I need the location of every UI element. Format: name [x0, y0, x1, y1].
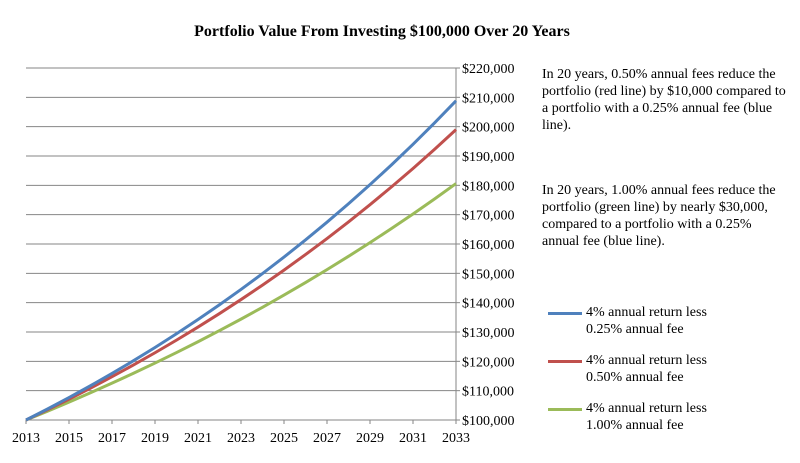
y-tick-label: $130,000: [462, 326, 515, 341]
legend-item-red: 4% annual return less 0.50% annual fee: [548, 352, 788, 400]
legend-item-blue: 4% annual return less 0.25% annual fee: [548, 304, 788, 352]
legend-label-line2: 1.00% annual fee: [586, 418, 684, 433]
legend-label-line1: 4% annual return less: [586, 353, 707, 368]
legend-item-green: 4% annual return less 1.00% annual fee: [548, 400, 788, 448]
annotation-red-vs-blue: In 20 years, 0.50% annual fees reduce th…: [542, 67, 786, 133]
y-tick-label: $200,000: [462, 121, 515, 136]
y-tick-label: $140,000: [462, 297, 515, 312]
legend: 4% annual return less 0.25% annual fee 4…: [548, 304, 788, 448]
legend-label: 4% annual return less 1.00% annual fee: [586, 400, 786, 434]
y-tick-label: $110,000: [462, 385, 514, 400]
x-tick-label: 2027: [313, 431, 341, 446]
legend-swatch-blue: [548, 312, 582, 315]
legend-label-line1: 4% annual return less: [586, 305, 707, 320]
y-tick-label: $120,000: [462, 355, 515, 370]
x-tick-label: 2023: [227, 431, 255, 446]
x-tick-label: 2017: [98, 431, 126, 446]
y-tick-label: $170,000: [462, 209, 515, 224]
x-tick-label: 2021: [184, 431, 212, 446]
y-tick-label: $180,000: [462, 179, 515, 194]
chart-title: Portfolio Value From Investing $100,000 …: [194, 23, 570, 40]
series-line-blue: [25, 99, 458, 422]
y-tick-label: $160,000: [462, 238, 515, 253]
x-axis-ticks: 2013 2015 2017 2019 2021 2023 2025 2027 2029 2031…: [12, 420, 470, 446]
y-tick-label: $190,000: [462, 150, 515, 165]
y-tick-label: $150,000: [462, 267, 515, 282]
legend-swatch-green: [548, 408, 582, 411]
annotation-green-vs-blue: In 20 years, 1.00% annual fees reduce th…: [542, 183, 776, 249]
legend-label: 4% annual return less 0.25% annual fee: [586, 304, 786, 338]
x-tick-label: 2025: [270, 431, 298, 446]
legend-label: 4% annual return less 0.50% annual fee: [586, 352, 786, 386]
x-tick-label: 2033: [442, 431, 470, 446]
x-tick-label: 2019: [141, 431, 169, 446]
x-tick-label: 2015: [55, 431, 83, 446]
legend-label-line2: 0.50% annual fee: [586, 370, 684, 385]
x-tick-label: 2031: [399, 431, 427, 446]
x-tick-label: 2029: [356, 431, 384, 446]
y-tick-label: $100,000: [462, 414, 515, 429]
y-axis-ticks: $100,000 $110,000 $120,000 $130,000 $140,000…: [456, 62, 515, 429]
legend-swatch-red: [548, 360, 582, 363]
series-line-green: [25, 182, 457, 422]
series-line-red: [25, 128, 458, 422]
grid-lines: [26, 67, 456, 392]
legend-label-line1: 4% annual return less: [586, 401, 707, 416]
series-lines: [25, 99, 458, 422]
y-tick-label: $220,000: [462, 62, 515, 77]
legend-label-line2: 0.25% annual fee: [586, 322, 684, 337]
y-tick-label: $210,000: [462, 91, 515, 106]
x-tick-label: 2013: [12, 431, 40, 446]
